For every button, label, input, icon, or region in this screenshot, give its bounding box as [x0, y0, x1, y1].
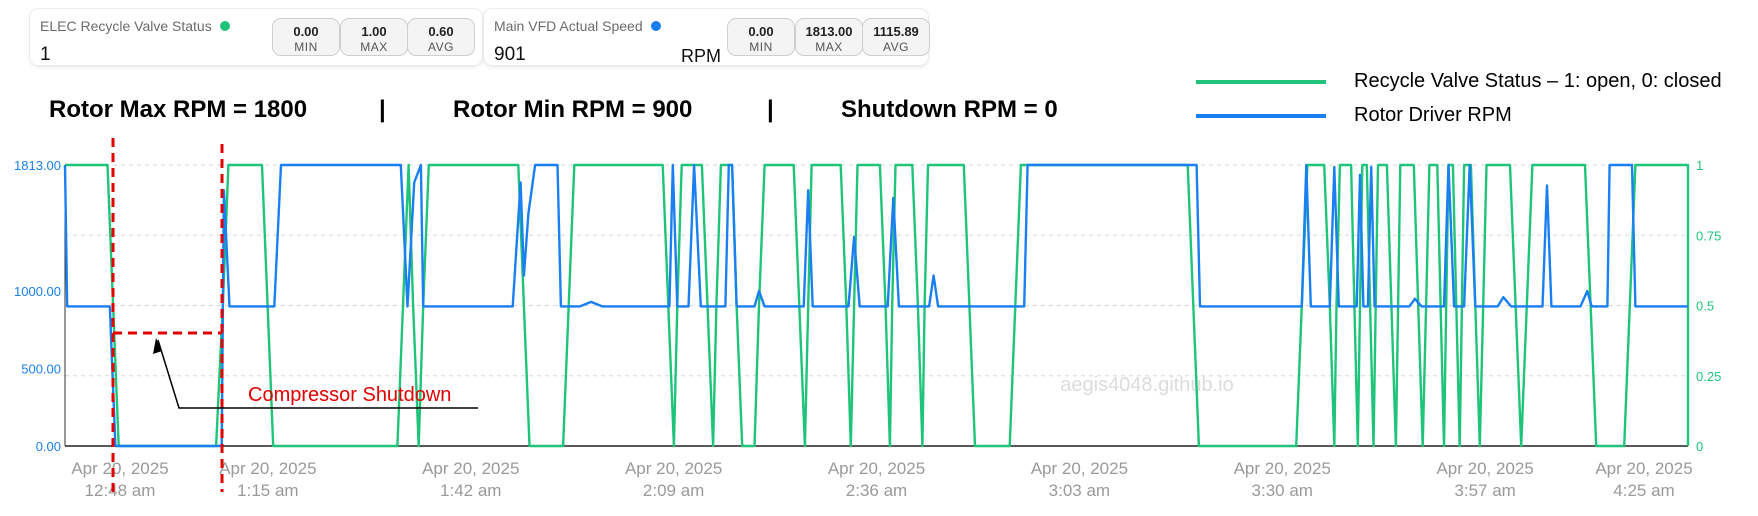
headline-separator-2: | [767, 96, 774, 123]
valve-min-stat[interactable]: 0.00 MIN [272, 18, 340, 56]
vfd-avg-stat[interactable]: 1115.89 AVG [862, 18, 930, 56]
right-axis-tick-label: 0.25 [1696, 369, 1721, 384]
x-axis-tick-time: 2:09 am [643, 481, 704, 500]
valve-status-series-line [65, 163, 1690, 448]
vfd-speed-card: Main VFD Actual Speed 901 RPM 0.00 MIN 1… [484, 9, 930, 66]
x-axis-tick-date: Apr 20, 2025 [71, 459, 168, 478]
x-axis-tick-time: 1:15 am [237, 481, 298, 500]
x-axis-tick: Apr 20, 2025 3:03 am [1031, 459, 1128, 500]
valve-avg-stat[interactable]: 0.60 AVG [407, 18, 475, 56]
valve-status-card: ELEC Recycle Valve Status 1 0.00 MIN 1.0… [30, 9, 482, 65]
x-axis-tick-date: Apr 20, 2025 [1234, 459, 1331, 478]
x-axis-tick-date: Apr 20, 2025 [1436, 459, 1533, 478]
y-axis-right: 1 0.75 0.5 0.25 0 [1696, 158, 1721, 454]
x-axis-tick-date: Apr 20, 2025 [1595, 459, 1692, 478]
vfd-speed-unit: RPM [681, 46, 721, 66]
vfd-min-caption: MIN [749, 40, 773, 54]
vfd-avg-caption: AVG [883, 40, 909, 54]
rotor-max-headline: Rotor Max RPM = 1800 [49, 96, 308, 123]
x-axis-tick: Apr 20, 2025 2:36 am [828, 459, 925, 500]
vfd-min-value: 0.00 [748, 24, 774, 39]
x-axis-tick: Apr 20, 2025 4:25 am [1595, 459, 1692, 500]
vfd-max-value: 1813.00 [805, 24, 853, 39]
left-axis-tick-label: 1813.00 [14, 158, 61, 173]
annotation-text: Compressor Shutdown [248, 384, 451, 406]
x-axis-tick-date: Apr 20, 2025 [219, 459, 316, 478]
valve-max-stat[interactable]: 1.00 MAX [340, 18, 408, 56]
valve-max-caption: MAX [360, 40, 388, 54]
x-axis-tick-time: 3:57 am [1454, 481, 1515, 500]
rotor-min-headline: Rotor Min RPM = 900 [453, 96, 693, 123]
x-axis-tick: Apr 20, 2025 2:09 am [625, 459, 722, 500]
annotation-leader-line [157, 339, 478, 409]
valve-avg-caption: AVG [428, 40, 454, 54]
x-axis-tick-date: Apr 20, 2025 [422, 459, 519, 478]
headline-separator-1: | [379, 96, 386, 123]
left-axis-tick-label: 0.00 [36, 439, 61, 454]
valve-status-label: ELEC Recycle Valve Status [40, 18, 212, 34]
x-axis-tick-time: 12:48 am [85, 481, 156, 500]
shutdown-headline: Shutdown RPM = 0 [841, 96, 1058, 123]
x-axis-tick: Apr 20, 2025 3:57 am [1436, 459, 1533, 500]
x-axis-tick-time: 2:36 am [846, 481, 907, 500]
vfd-speed-dot-icon [650, 21, 661, 31]
x-axis-tick-time: 4:25 am [1613, 481, 1674, 500]
right-axis-tick-label: 0 [1696, 439, 1703, 454]
vfd-speed-value: 901 [494, 44, 526, 65]
x-axis-tick-time: 1:42 am [440, 481, 501, 500]
x-axis-tick-date: Apr 20, 2025 [828, 459, 925, 478]
vfd-max-stat[interactable]: 1813.00 MAX [795, 18, 863, 56]
watermark-text: aegis4048.github.io [1060, 374, 1233, 396]
valve-min-caption: MIN [294, 40, 318, 54]
shutdown-annotation: Compressor Shutdown [111, 138, 478, 492]
x-axis-tick-date: Apr 20, 2025 [1031, 459, 1128, 478]
vfd-speed-label: Main VFD Actual Speed [494, 18, 643, 34]
x-axis-tick: Apr 20, 2025 12:48 am [71, 459, 168, 500]
valve-status-dot-icon [219, 21, 230, 31]
vfd-max-caption: MAX [815, 40, 843, 54]
x-axis-tick-time: 3:03 am [1049, 481, 1110, 500]
right-axis-tick-label: 1 [1696, 158, 1703, 173]
x-axis-tick-time: 3:30 am [1252, 481, 1313, 500]
vfd-avg-value: 1115.89 [873, 24, 919, 39]
x-axis-tick: Apr 20, 2025 1:15 am [219, 459, 316, 500]
series-lines [63, 163, 1690, 448]
x-axis-tick-date: Apr 20, 2025 [625, 459, 722, 478]
x-axis-tick: Apr 20, 2025 1:42 am [422, 459, 519, 500]
valve-avg-value: 0.60 [428, 24, 454, 39]
annotation-arrowhead [153, 338, 162, 354]
legend-rpm-swatch [1196, 114, 1326, 118]
left-axis-tick-label: 1000.00 [14, 284, 61, 299]
legend-valve-label: Recycle Valve Status – 1: open, 0: close… [1354, 70, 1722, 92]
valve-max-value: 1.00 [361, 24, 387, 39]
x-axis-tick: Apr 20, 2025 3:30 am [1234, 459, 1331, 500]
legend-valve-swatch [1196, 80, 1326, 84]
right-axis-tick-label: 0.5 [1696, 299, 1714, 314]
valve-status-value: 1 [40, 44, 51, 65]
vfd-min-stat[interactable]: 0.00 MIN [727, 18, 795, 56]
legend-rpm-label: Rotor Driver RPM [1354, 104, 1512, 126]
y-axis-left: 1813.00 1000.00 500.00 0.00 [14, 158, 61, 454]
valve-min-value: 0.00 [293, 24, 319, 39]
right-axis-tick-label: 0.75 [1696, 228, 1721, 243]
left-axis-tick-label: 500.00 [21, 362, 61, 377]
rotor-rpm-series-line [63, 163, 1688, 448]
